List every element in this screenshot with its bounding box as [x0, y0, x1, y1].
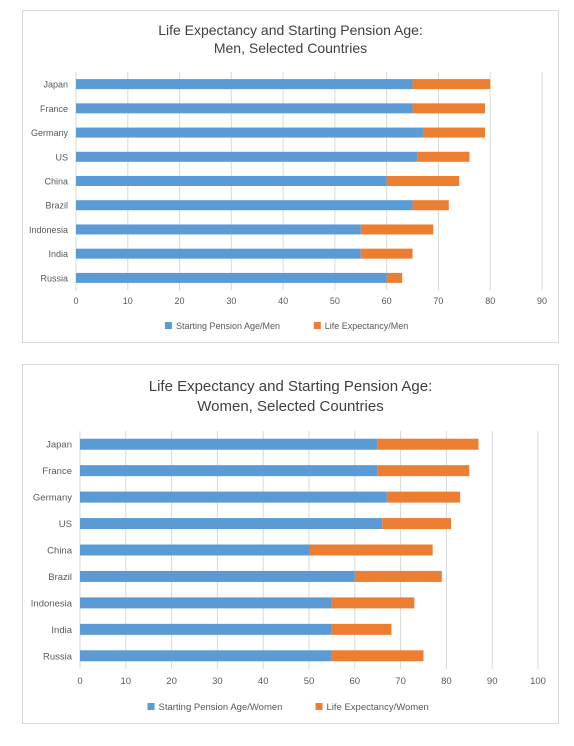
chart-men: Life Expectancy and Starting Pension Age… [22, 10, 559, 343]
bar-pension-age [80, 518, 383, 530]
bar-life-expectancy [309, 544, 433, 556]
x-tick-label: 20 [175, 296, 185, 306]
bar-life-expectancy [331, 650, 424, 662]
x-tick-label: 70 [433, 296, 443, 306]
legend-label: Life Expectancy/Men [325, 321, 409, 331]
x-tick-label: 90 [537, 296, 547, 306]
x-tick-label: 50 [304, 676, 315, 687]
category-label: France [42, 466, 72, 477]
legend-label: Starting Pension Age/Women [159, 702, 283, 713]
x-tick-label: 60 [350, 676, 361, 687]
legend-swatch [313, 322, 321, 329]
category-label: France [40, 104, 68, 114]
bar-pension-age [80, 438, 378, 450]
x-tick-label: 80 [485, 296, 495, 306]
x-tick-label: 100 [530, 676, 546, 687]
x-tick-label: 80 [441, 676, 452, 687]
x-tick-label: 10 [121, 676, 132, 687]
bar-life-expectancy [412, 103, 486, 114]
category-label: Germany [31, 128, 69, 138]
x-tick-label: 10 [123, 296, 133, 306]
category-label: US [55, 152, 68, 162]
category-label: India [51, 625, 72, 636]
bar-life-expectancy [360, 224, 434, 235]
bar-life-expectancy [412, 79, 491, 90]
x-tick-label: 20 [166, 676, 177, 687]
legend: Starting Pension Age/Women Life Expectanc… [147, 702, 429, 713]
chart-title-line-2: Women, Selected Countries [197, 398, 384, 415]
legend-swatch [147, 703, 155, 710]
legend-label: Starting Pension Age/Men [176, 321, 280, 331]
bar-life-expectancy [386, 272, 403, 283]
category-label: Brazil [48, 572, 72, 583]
bar-pension-age [76, 127, 423, 138]
x-tick-label: 40 [258, 676, 269, 687]
bar-life-expectancy [377, 438, 479, 450]
category-label: Brazil [45, 201, 68, 211]
category-label: China [44, 177, 68, 187]
chart-title: Life Expectancy and Starting Pension Age… [23, 21, 558, 57]
category-label: India [48, 249, 68, 259]
bar-pension-age [76, 200, 413, 211]
x-tick-label: 70 [395, 676, 406, 687]
bar-pension-age [76, 272, 387, 283]
legend-label: Life Expectancy/Women [327, 702, 429, 713]
legend-swatch [315, 703, 323, 710]
bar-pension-age [80, 623, 332, 635]
bar-pension-age [80, 544, 309, 556]
chart-title-line-2: Men, Selected Countries [213, 40, 368, 56]
x-tick-label: 40 [278, 296, 288, 306]
category-label: Germany [33, 493, 72, 504]
bar-pension-age [80, 570, 355, 582]
bar-pension-age [80, 491, 387, 503]
bar-pension-age [76, 224, 361, 235]
bar-pension-age [76, 176, 387, 186]
category-label: Japan [46, 440, 72, 451]
bar-life-expectancy [331, 597, 415, 609]
bar-pension-age [80, 650, 332, 662]
category-label: Indonesia [29, 225, 68, 235]
bar-life-expectancy [377, 465, 470, 477]
bar-life-expectancy [331, 623, 392, 635]
bar-pension-age [76, 248, 361, 259]
x-tick-label: 90 [487, 676, 498, 687]
bar-life-expectancy [417, 151, 470, 162]
bar-life-expectancy [382, 518, 451, 530]
bar-pension-age [80, 597, 332, 609]
chart-women-plot: Japan France Germany US China Brazil Indonesia… [31, 431, 546, 713]
x-tick-label: 60 [382, 296, 392, 306]
bar-pension-age [76, 103, 413, 114]
bar-life-expectancy [412, 200, 449, 211]
legend: Starting Pension Age/Men Life Expectancy/… [164, 321, 409, 331]
chart-title-line-1: Life Expectancy and Starting Pension Age… [158, 22, 423, 38]
category-label: Russia [40, 273, 68, 283]
chart-women: Life Expectancy and Starting Pension Age… [22, 364, 559, 724]
x-tick-label: 30 [226, 296, 236, 306]
bar-life-expectancy [386, 491, 461, 503]
bar-pension-age [80, 465, 378, 477]
legend-swatch [164, 322, 172, 329]
bar-life-expectancy [360, 248, 413, 259]
bar-pension-age [76, 79, 413, 90]
bar-life-expectancy [386, 176, 460, 186]
category-label: Japan [43, 80, 68, 90]
x-tick-label: 0 [73, 296, 78, 306]
category-label: US [59, 519, 72, 530]
category-label: Russia [43, 651, 73, 662]
x-tick-label: 30 [212, 676, 223, 687]
bar-life-expectancy [422, 127, 486, 138]
x-tick-label: 50 [330, 296, 340, 306]
category-label: Indonesia [31, 598, 73, 609]
chart-title-line-1: Life Expectancy and Starting Pension Age… [148, 378, 433, 395]
x-tick-label: 0 [77, 676, 82, 687]
category-label: China [47, 546, 73, 557]
chart-title: Life Expectancy and Starting Pension Age… [23, 377, 558, 417]
bar-life-expectancy [354, 570, 442, 582]
chart-men-plot: Japan France Germany US China Brazil Indonesia… [29, 72, 547, 331]
bar-pension-age [76, 151, 418, 162]
